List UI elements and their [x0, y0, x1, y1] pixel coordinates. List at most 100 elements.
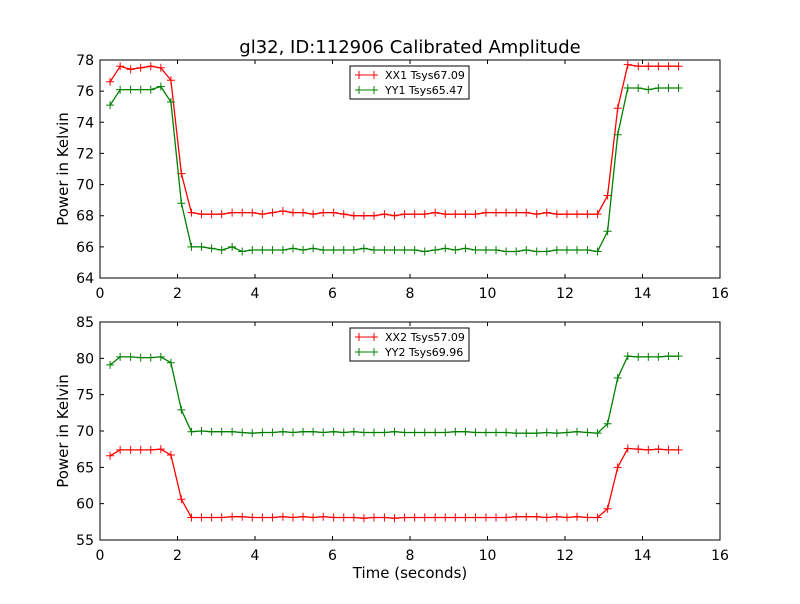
y-tick-label: 70 — [76, 424, 94, 440]
data-point-marker — [562, 245, 571, 254]
data-point-marker — [197, 513, 206, 522]
x-tick-label: 14 — [634, 286, 652, 302]
data-point-marker — [492, 428, 501, 437]
legend-swatch — [355, 86, 378, 94]
data-point-marker — [613, 463, 622, 472]
data-point-marker — [126, 65, 135, 74]
data-point-marker — [258, 513, 267, 522]
data-point-marker — [177, 199, 186, 208]
data-point-marker — [451, 513, 460, 522]
data-point-marker — [217, 245, 226, 254]
data-point-marker — [207, 244, 216, 253]
data-point-marker — [228, 242, 237, 251]
data-point-marker — [217, 513, 226, 522]
data-point-marker — [177, 495, 186, 504]
data-point-marker — [166, 76, 175, 85]
data-point-marker — [116, 85, 125, 94]
data-point-marker — [532, 512, 541, 521]
data-point-marker — [380, 513, 389, 522]
data-point-marker — [197, 427, 206, 435]
data-point-marker — [156, 82, 165, 91]
x-tick-label: 2 — [173, 548, 182, 564]
data-point-marker — [613, 130, 622, 139]
legend-label: YY2 Tsys69.96 — [384, 346, 463, 359]
data-point-marker — [126, 445, 135, 454]
x-tick-label: 16 — [711, 286, 729, 302]
top-y-axis-label: Power in Kelvin — [54, 112, 72, 226]
data-point-marker — [481, 428, 490, 437]
legend-box — [349, 65, 470, 100]
data-point-marker — [664, 62, 673, 71]
data-point-marker — [268, 513, 277, 522]
data-point-marker — [623, 84, 632, 93]
data-point-marker — [228, 208, 237, 217]
data-point-marker — [512, 429, 521, 438]
data-point-marker — [644, 445, 653, 454]
data-point-marker — [248, 429, 257, 438]
data-point-marker — [512, 208, 521, 217]
data-point-marker — [552, 512, 561, 521]
y-tick-label: 68 — [76, 209, 94, 225]
data-point-marker — [380, 245, 389, 254]
data-point-marker — [441, 244, 450, 253]
data-point-marker — [410, 210, 419, 219]
legend-box — [349, 327, 470, 362]
data-point-marker — [400, 210, 409, 219]
data-point-marker — [583, 513, 592, 522]
y-tick-label: 78 — [76, 53, 94, 69]
data-point-marker — [420, 247, 429, 256]
data-point-marker — [502, 428, 511, 437]
data-point-marker — [532, 210, 541, 219]
data-point-marker — [248, 245, 257, 254]
y-tick-label: 85 — [76, 315, 94, 331]
data-point-marker — [288, 244, 297, 253]
data-point-marker — [431, 208, 440, 217]
data-point-marker — [410, 513, 419, 522]
data-point-marker — [603, 227, 612, 236]
data-point-marker — [359, 211, 368, 220]
x-tick-label: 8 — [406, 286, 415, 302]
data-point-marker — [278, 427, 287, 436]
data-point-marker — [481, 208, 490, 217]
data-point-marker — [309, 244, 318, 253]
data-point-marker — [369, 211, 378, 220]
data-point-marker — [166, 358, 175, 367]
data-point-marker — [583, 210, 592, 219]
data-point-marker — [116, 352, 125, 361]
data-point-marker — [238, 428, 247, 437]
data-point-marker — [634, 62, 643, 71]
data-point-marker — [136, 85, 145, 94]
legend-label: XX2 Tsys57.09 — [385, 331, 465, 344]
data-point-marker — [593, 247, 602, 256]
x-tick-label: 12 — [556, 286, 574, 302]
data-point-marker — [187, 427, 196, 436]
data-point-marker — [166, 98, 175, 107]
data-point-marker — [146, 85, 155, 94]
data-point-marker — [359, 428, 368, 437]
data-point-marker — [492, 513, 501, 522]
data-point-marker — [420, 513, 429, 522]
data-point-marker — [177, 405, 186, 414]
legend-label: YY1 Tsys65.47 — [384, 84, 463, 97]
x-tick-label: 12 — [556, 548, 574, 564]
data-point-marker — [329, 245, 338, 254]
data-point-marker — [431, 513, 440, 522]
y-tick-label: 60 — [76, 497, 94, 513]
y-tick-label: 80 — [76, 351, 94, 367]
y-tick-label: 66 — [76, 240, 94, 256]
data-point-marker — [268, 428, 277, 437]
data-point-marker — [664, 445, 673, 454]
data-point-marker — [278, 245, 287, 254]
x-tick-label: 8 — [406, 548, 415, 564]
data-point-marker — [451, 245, 460, 254]
data-point-marker — [258, 210, 267, 219]
data-point-marker — [349, 245, 358, 254]
data-point-marker — [532, 429, 541, 438]
data-point-marker — [106, 451, 115, 460]
data-point-marker — [512, 247, 521, 256]
data-point-marker — [319, 512, 328, 521]
data-point-marker — [674, 62, 683, 71]
data-point-marker — [492, 208, 501, 217]
data-point-marker — [248, 513, 257, 522]
